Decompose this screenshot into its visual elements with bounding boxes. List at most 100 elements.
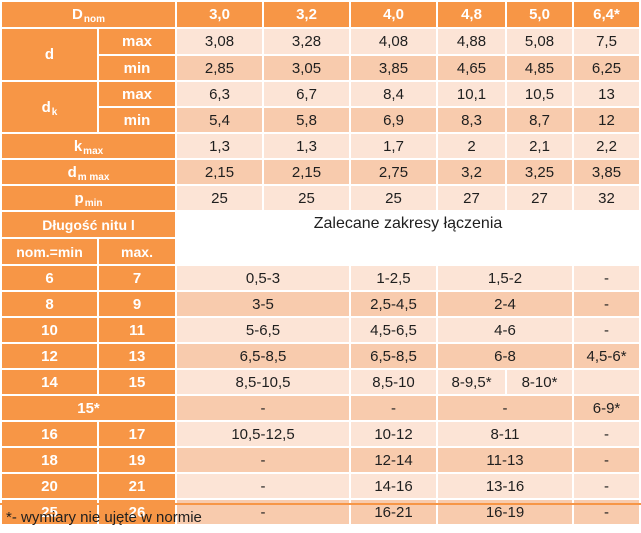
- range-cell: -: [572, 446, 641, 474]
- value-cell: 1,7: [349, 132, 439, 160]
- header-row: Dnom 3,0 3,2 4,0 4,8 5,0 6,4*: [0, 0, 641, 29]
- nom-length: 15*: [0, 394, 178, 422]
- grip-row: 10 11 5-6,5 4,5-6,5 4-6 -: [0, 316, 641, 344]
- grip-header-row: Długość nitu l Zalecane zakresy łączenia: [0, 210, 641, 266]
- grip-row: 14 15 8,5-10,5 8,5-10 8-9,5* 8-10*: [0, 368, 641, 396]
- value-cell: 1,3: [175, 132, 265, 160]
- range-cell: 8,5-10: [349, 368, 439, 396]
- range-cell: 1,5-2: [436, 264, 575, 292]
- range-cell: 3-5: [175, 290, 352, 318]
- value-cell: 3,85: [572, 158, 641, 186]
- value-cell: 2,85: [175, 54, 265, 82]
- kmax-label: kmax: [0, 132, 178, 160]
- nom-length: 12: [0, 342, 99, 370]
- max-length: 9: [96, 290, 178, 318]
- range-cell: -: [572, 290, 641, 318]
- nom-length: 20: [0, 472, 99, 500]
- dk-label: dk: [0, 80, 99, 134]
- dm-max-label: dm max: [0, 158, 178, 186]
- d-label: d: [0, 27, 99, 82]
- range-cell: 2,5-4,5: [349, 290, 439, 318]
- value-cell: 8,3: [436, 106, 508, 134]
- grip-row: 12 13 6,5-8,5 6,5-8,5 6-8 4,5-6*: [0, 342, 641, 370]
- value-cell: 8,7: [505, 106, 575, 134]
- range-cell: 12-14: [349, 446, 439, 474]
- value-cell: 6,25: [572, 54, 641, 82]
- value-cell: 8,4: [349, 80, 439, 108]
- value-cell: 2,15: [175, 158, 265, 186]
- value-cell: 5,8: [262, 106, 352, 134]
- value-cell: 2,75: [349, 158, 439, 186]
- grip-row: 20 21 - 14-16 13-16 -: [0, 472, 641, 500]
- grip-row: 8 9 3-5 2,5-4,5 2-4 -: [0, 290, 641, 318]
- value-cell: 25: [262, 184, 352, 212]
- grip-row: 18 19 - 12-14 11-13 -: [0, 446, 641, 474]
- range-cell: 13-16: [436, 472, 575, 500]
- value-cell: 2,1: [505, 132, 575, 160]
- range-cell: 4-6: [436, 316, 575, 344]
- range-cell: 1-2,5: [349, 264, 439, 292]
- value-cell: 5,08: [505, 27, 575, 56]
- range-cell: -: [349, 394, 439, 422]
- value-cell: 2,2: [572, 132, 641, 160]
- value-cell: 10,5: [505, 80, 575, 108]
- d-min-row: min 2,85 3,05 3,85 4,65 4,85 6,25: [1, 54, 641, 82]
- pmin-label: pmin: [0, 184, 178, 212]
- grip-row: 6 7 0,5-3 1-2,5 1,5-2 -: [0, 264, 641, 292]
- rivet-length-label: Długość nitu l: [0, 210, 178, 239]
- dm-max-row: dm max 2,15 2,15 2,75 3,2 3,25 3,85: [0, 158, 641, 186]
- value-cell: 12: [572, 106, 641, 134]
- value-cell: 6,9: [349, 106, 439, 134]
- range-cell: [572, 368, 641, 396]
- max-length-label: max.: [96, 237, 178, 266]
- value-cell: 3,85: [349, 54, 439, 82]
- max-length: 17: [96, 420, 178, 448]
- nom-length: 14: [0, 368, 99, 396]
- value-cell: 25: [349, 184, 439, 212]
- grip-row: 16 17 10,5-12,5 10-12 8-11 -: [0, 420, 641, 448]
- range-cell: 11-13: [436, 446, 575, 474]
- range-cell: 10-12: [349, 420, 439, 448]
- value-cell: 13: [572, 80, 641, 108]
- range-cell: -: [175, 472, 352, 500]
- range-cell: 6,5-8,5: [349, 342, 439, 370]
- max-label: max: [96, 27, 178, 56]
- value-cell: 3,28: [262, 27, 352, 56]
- size-header: 6,4*: [572, 0, 641, 29]
- range-cell: 6-8: [436, 342, 575, 370]
- range-cell: 6,5-8,5: [175, 342, 352, 370]
- nom-min-label: nom.=min: [0, 237, 99, 266]
- dnom-header: Dnom: [0, 0, 178, 29]
- value-cell: 4,65: [436, 54, 508, 82]
- nom-length: 16: [0, 420, 99, 448]
- recommended-ranges-label: Zalecane zakresy łączenia: [175, 210, 641, 266]
- footer-divider: [0, 503, 641, 505]
- value-cell: 4,08: [349, 27, 439, 56]
- value-cell: 6,7: [262, 80, 352, 108]
- value-cell: 10,1: [436, 80, 508, 108]
- value-cell: 4,88: [436, 27, 508, 56]
- range-cell: 2-4: [436, 290, 575, 318]
- nom-length: 10: [0, 316, 99, 344]
- range-cell: -: [175, 446, 352, 474]
- size-header: 4,0: [349, 0, 439, 29]
- grip-row: 15* - - - 6-9*: [0, 394, 641, 422]
- size-header: 4,8: [436, 0, 508, 29]
- value-cell: 1,3: [262, 132, 352, 160]
- range-cell: -: [572, 316, 641, 344]
- max-length: 21: [96, 472, 178, 500]
- range-cell: 8-11: [436, 420, 575, 448]
- range-cell: -: [175, 394, 352, 422]
- range-cell: 16-19: [436, 498, 575, 526]
- max-length: 11: [96, 316, 178, 344]
- value-cell: 25: [175, 184, 265, 212]
- range-cell: 4,5-6*: [572, 342, 641, 370]
- max-length: 15: [96, 368, 178, 396]
- range-cell: -: [436, 394, 575, 422]
- value-cell: 4,85: [505, 54, 575, 82]
- value-cell: 3,25: [505, 158, 575, 186]
- range-cell: 6-9*: [572, 394, 641, 422]
- nom-length: 8: [0, 290, 99, 318]
- range-cell: -: [572, 472, 641, 500]
